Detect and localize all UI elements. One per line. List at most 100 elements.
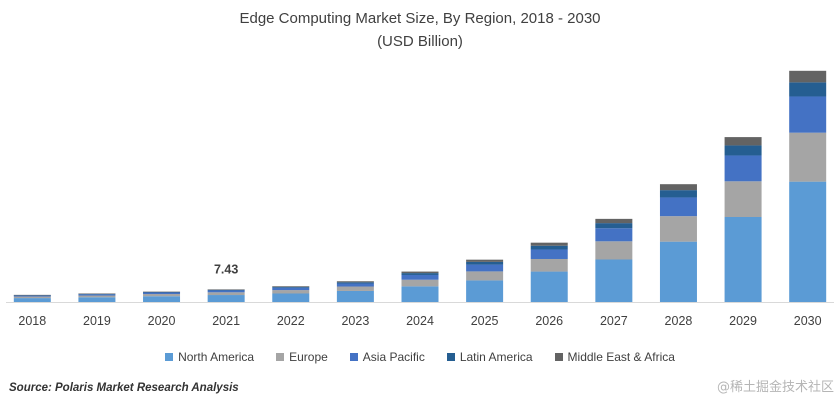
x-tick-label: 2019	[83, 314, 111, 328]
bar-2021-latin-america	[207, 289, 245, 291]
bar-2029-middle-east-africa	[724, 137, 762, 146]
x-tick-label: 2023	[341, 314, 369, 328]
bar-2018-middle-east-africa	[13, 294, 51, 296]
bar-2023-north-america	[336, 290, 374, 302]
x-tick-label: 2026	[535, 314, 563, 328]
legend-label: Asia Pacific	[362, 350, 425, 364]
chart-title: Edge Computing Market Size, By Region, 2…	[239, 10, 601, 27]
bar-2023-middle-east-africa	[336, 281, 374, 283]
bar-2019-europe	[78, 295, 116, 298]
bar-2019-latin-america	[78, 293, 116, 295]
bar-2028-middle-east-africa	[659, 184, 697, 191]
legend-item-north-america: North America	[165, 350, 254, 364]
bar-2026-north-america	[530, 271, 568, 302]
bar-2027-middle-east-africa	[595, 218, 633, 224]
x-tick-label: 2022	[277, 314, 305, 328]
bar-2027-latin-america	[595, 223, 633, 229]
bar-2028-latin-america	[659, 190, 697, 198]
bar-2025-asia-pacific	[466, 264, 504, 272]
bar-2022-middle-east-africa	[272, 286, 310, 287]
legend-swatch	[554, 353, 563, 361]
bar-2020-latin-america	[143, 291, 181, 293]
bar-2026-middle-east-africa	[530, 242, 568, 246]
bar-2024-north-america	[401, 286, 439, 302]
legend-swatch	[165, 353, 174, 361]
bar-2022-asia-pacific	[272, 287, 310, 291]
bar-2018-asia-pacific	[13, 295, 51, 297]
bar-2030-latin-america	[789, 82, 827, 97]
data-label-2021: 7.43	[214, 262, 238, 276]
bar-2018-north-america	[13, 298, 51, 302]
legend-swatch	[276, 353, 285, 361]
bar-2022-latin-america	[272, 286, 310, 288]
x-tick-label: 2021	[212, 314, 240, 328]
x-tick-label: 2030	[794, 314, 822, 328]
watermark-text: @稀土掘金技术社区	[716, 380, 834, 395]
legend-item-asia-pacific: Asia Pacific	[349, 350, 425, 364]
bar-2021-europe	[207, 292, 245, 296]
legend-label: Middle East & Africa	[567, 350, 675, 364]
bar-2026-latin-america	[530, 245, 568, 250]
bar-2027-europe	[595, 241, 633, 260]
bar-2023-europe	[336, 286, 374, 291]
bar-2020-europe	[143, 294, 181, 297]
bar-2024-middle-east-africa	[401, 271, 439, 274]
legend-item-europe: Europe	[276, 350, 328, 364]
bar-2020-north-america	[143, 296, 181, 302]
bar-2030-north-america	[789, 181, 827, 302]
bar-2029-asia-pacific	[724, 155, 762, 182]
bar-2025-europe	[466, 271, 504, 281]
bar-2022-north-america	[272, 293, 310, 302]
bar-2021-north-america	[207, 295, 245, 302]
legend-label: North America	[178, 350, 255, 364]
bar-2020-middle-east-africa	[143, 291, 181, 293]
bar-2021-middle-east-africa	[207, 289, 245, 290]
bar-2028-north-america	[659, 241, 697, 302]
bar-2021-asia-pacific	[207, 290, 245, 293]
bar-2025-middle-east-africa	[466, 259, 504, 262]
bar-2018-latin-america	[13, 295, 51, 296]
bar-2030-europe	[789, 132, 827, 182]
bar-2019-middle-east-africa	[78, 293, 116, 294]
bar-2018-europe	[13, 296, 51, 299]
x-tick-label: 2029	[729, 314, 757, 328]
bar-2024-europe	[401, 279, 439, 287]
bar-2019-asia-pacific	[78, 294, 116, 296]
bar-2025-north-america	[466, 280, 504, 302]
legend-item-latin-america: Latin America	[446, 350, 533, 364]
bar-2024-latin-america	[401, 273, 439, 275]
chart-legend: North America Europe Asia Pacific Latin Ame…	[0, 350, 840, 364]
bar-2024-asia-pacific	[401, 274, 439, 280]
bar-2029-europe	[724, 181, 762, 217]
legend-swatch	[446, 353, 455, 361]
legend-label: Europe	[289, 350, 328, 364]
legend-item-middle-east-africa: Middle East & Africa	[554, 350, 675, 364]
bar-2028-asia-pacific	[659, 197, 697, 217]
x-tick-label: 2027	[600, 314, 628, 328]
bar-2019-north-america	[78, 297, 116, 302]
bar-2023-latin-america	[336, 282, 374, 284]
x-tick-label: 2025	[471, 314, 499, 328]
bar-2025-latin-america	[466, 261, 504, 265]
x-tick-label: 2024	[406, 314, 434, 328]
bar-2020-asia-pacific	[143, 292, 181, 295]
source-note: Source: Polaris Market Research Analysis	[9, 382, 239, 394]
bar-2026-europe	[530, 258, 568, 272]
x-tick-label: 2028	[665, 314, 693, 328]
bar-2028-europe	[659, 216, 697, 242]
legend-label: Latin America	[459, 350, 533, 364]
bar-2029-latin-america	[724, 145, 762, 156]
bar-2022-europe	[272, 290, 310, 294]
bar-2029-north-america	[724, 217, 762, 302]
bar-2023-asia-pacific	[336, 283, 374, 287]
bar-2027-north-america	[595, 259, 633, 302]
bar-2026-asia-pacific	[530, 249, 568, 259]
bar-2030-asia-pacific	[789, 96, 827, 133]
x-tick-label: 2018	[18, 314, 46, 328]
chart-subtitle: (USD Billion)	[377, 33, 463, 50]
bar-2030-middle-east-africa	[789, 70, 827, 83]
bar-2027-asia-pacific	[595, 228, 633, 242]
legend-swatch	[349, 353, 358, 361]
x-tick-label: 2020	[148, 314, 176, 328]
